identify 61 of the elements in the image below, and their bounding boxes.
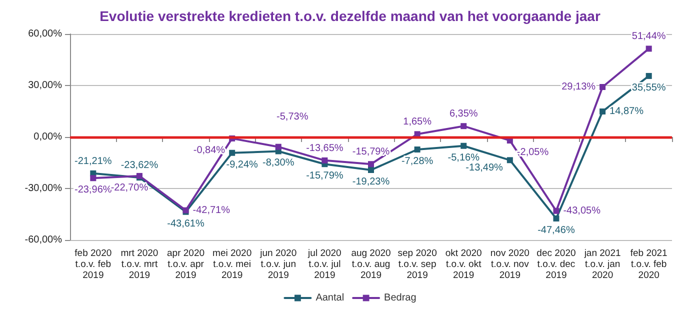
point: [368, 167, 374, 174]
x-tick-label: jul 2020 t.o.v. jul 2019: [307, 248, 342, 281]
y-tick-label: -60,00%: [24, 234, 62, 246]
x-tick-label: mei 2020 t.o.v. mei 2019: [212, 248, 252, 281]
data-label: 14,87%: [610, 106, 644, 117]
x-tick-label: sep 2020 t.o.v. sep 2019: [398, 248, 437, 281]
point: [553, 208, 560, 214]
point: [322, 157, 328, 164]
point: [646, 46, 652, 52]
data-label: -42,71%: [192, 204, 230, 216]
point: [368, 161, 374, 168]
chart-title: Evolutie verstrekte kredieten t.o.v. dezelfde maand van het voorgaande jaar: [100, 8, 601, 24]
point: [414, 146, 420, 152]
point: [600, 84, 606, 90]
point: [506, 157, 513, 164]
point: [275, 144, 282, 150]
point: [553, 215, 560, 222]
x-tick-label: feb 2021 t.o.v. feb 2020: [630, 248, 668, 281]
x-tick-label: jan 2021 t.o.v. jan 2020: [583, 248, 621, 281]
point: [90, 175, 96, 182]
x-tick-label: aug 2020 t.o.v. aug 2019: [351, 248, 391, 281]
y-tick-label: 30,00%: [28, 80, 62, 91]
point: [600, 108, 606, 114]
legend-label: Aantal: [316, 292, 344, 304]
y-tick-label: -30,00%: [24, 183, 62, 194]
data-label: 29,13%: [562, 81, 596, 92]
x-tick-label: mrt 2020 t.o.v. mrt 2019: [120, 248, 158, 281]
data-label: -47,46%: [538, 224, 575, 236]
data-label: -23,96%: [74, 184, 112, 196]
data-label: -8,30%: [262, 158, 294, 169]
data-label: -22,70%: [110, 182, 148, 194]
data-label: -13,65%: [306, 142, 344, 154]
data-label: 35,55%: [632, 82, 666, 94]
x-tick-label: feb 2020 t.o.v. feb 2019: [74, 248, 112, 281]
x-tick-label: okt 2020 t.o.v. okt 2019: [445, 248, 482, 281]
data-label: 1,65%: [403, 116, 432, 128]
data-label: -23,62%: [120, 160, 158, 172]
data-label: -15,79%: [352, 146, 390, 158]
point: [460, 123, 467, 130]
data-label: -19,23%: [352, 176, 390, 188]
point: [460, 142, 467, 149]
x-tick-label: dec 2020 t.o.v. dec 2019: [536, 248, 576, 281]
y-tick-label: 0,00%: [34, 132, 62, 142]
data-label: -7,28%: [401, 156, 434, 167]
point: [646, 72, 652, 79]
data-label: -43,61%: [167, 218, 204, 230]
legend-label: Bedrag: [384, 292, 416, 304]
x-tick-label: nov 2020 t.o.v. nov 2019: [490, 248, 530, 281]
data-label: 51,44%: [632, 31, 666, 42]
data-label: -9,24%: [226, 159, 258, 170]
data-label: -21,21%: [74, 156, 112, 167]
data-label: -15,79%: [306, 170, 344, 182]
data-label: -5,73%: [276, 111, 308, 122]
x-tick-label: apr 2020 t.o.v. apr 2019: [167, 248, 205, 281]
point: [229, 150, 236, 156]
x-tick-label: jun 2020 t.o.v. jun 2019: [259, 248, 297, 281]
data-label: -43,05%: [563, 205, 601, 216]
data-label: -13,49%: [466, 162, 504, 174]
data-label: 6,35%: [449, 108, 478, 120]
data-label: -5,16%: [448, 152, 480, 164]
y-tick-label: 60,00%: [28, 28, 62, 40]
